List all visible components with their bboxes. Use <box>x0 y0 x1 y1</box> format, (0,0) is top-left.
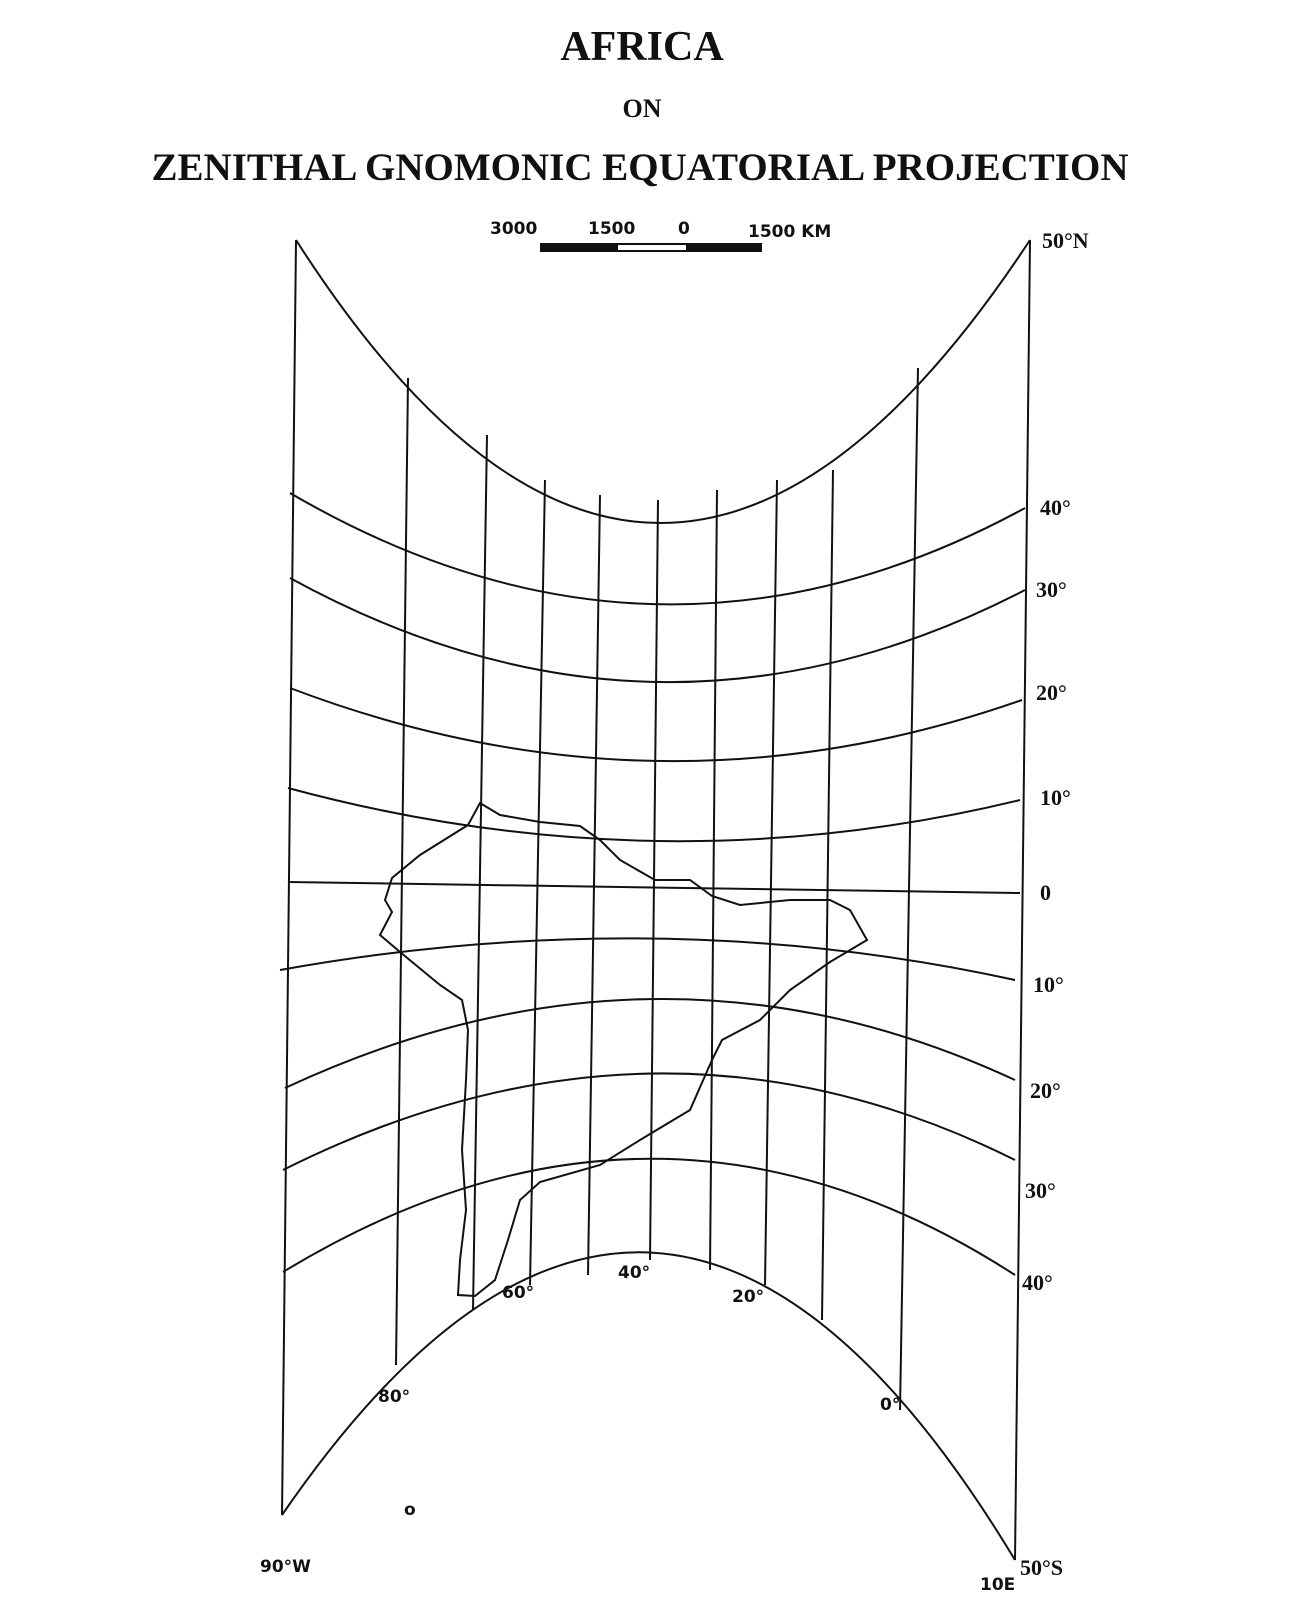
graticule <box>279 239 1031 1561</box>
parallel-line <box>279 937 1016 981</box>
meridian-line <box>709 489 718 1271</box>
parallel-line <box>289 492 1026 606</box>
meridian-line <box>529 479 546 1286</box>
parallel-line <box>282 1157 1016 1276</box>
meridian-line <box>821 469 834 1321</box>
parallel-line <box>289 577 1026 684</box>
scale-bar: 3000 1500 0 1500 KM <box>490 219 831 252</box>
stray-mark: o <box>404 1500 416 1520</box>
parallel-line <box>284 998 1016 1089</box>
meridian-label: 0° <box>880 1395 900 1415</box>
meridian-line <box>899 367 919 1411</box>
parallel-line <box>282 1072 1016 1171</box>
parallel-label: 20° <box>1036 680 1067 705</box>
africa-outline <box>378 801 869 1298</box>
scale-bar-segment <box>618 245 686 250</box>
meridian-line <box>472 434 488 1311</box>
parallel-label: 40° <box>1040 495 1071 520</box>
meridian-line <box>764 479 778 1286</box>
meridian-label: 90°W <box>260 1557 311 1577</box>
meridian-line <box>395 377 409 1366</box>
parallel-label: 40° <box>1022 1270 1053 1295</box>
parallel-line <box>287 881 1021 894</box>
parallel-label: 50°S <box>1020 1555 1063 1580</box>
meridian-line <box>587 494 601 1276</box>
parallel-label: 30° <box>1025 1178 1056 1203</box>
parallel-label: 0 <box>1040 880 1051 905</box>
meridian-label: 80° <box>378 1387 410 1407</box>
scale-label: 1500 <box>588 219 635 239</box>
graticule-labels: 50°N 40° 30° 20° 10° 0 10° 20° 30° 40° 5… <box>260 228 1089 1595</box>
meridian-line <box>1014 239 1031 1561</box>
meridian-label: 60° <box>502 1283 534 1303</box>
parallel-label: 10° <box>1033 972 1064 997</box>
parallel-label: 20° <box>1030 1078 1061 1103</box>
map-subtitle: ZENITHAL GNOMONIC EQUATORIAL PROJECTION <box>152 146 1129 189</box>
scale-label: 1500 KM <box>748 222 831 242</box>
parallel-line <box>287 787 1021 843</box>
meridian-line <box>281 239 297 1516</box>
parallel-line <box>295 239 1031 524</box>
parallel-label: 30° <box>1036 577 1067 602</box>
scale-label: 3000 <box>490 219 537 239</box>
map-title: AFRICA <box>560 24 724 70</box>
meridian-label: 40° <box>618 1263 650 1283</box>
map-connector: ON <box>623 94 662 123</box>
meridian-label: 10E <box>980 1575 1015 1595</box>
scale-label: 0 <box>678 219 690 239</box>
parallel-line <box>281 1251 1016 1561</box>
meridian-label: 20° <box>732 1287 764 1307</box>
parallel-label: 10° <box>1040 785 1071 810</box>
parallel-line <box>289 687 1023 763</box>
parallel-label: 50°N <box>1042 228 1089 253</box>
